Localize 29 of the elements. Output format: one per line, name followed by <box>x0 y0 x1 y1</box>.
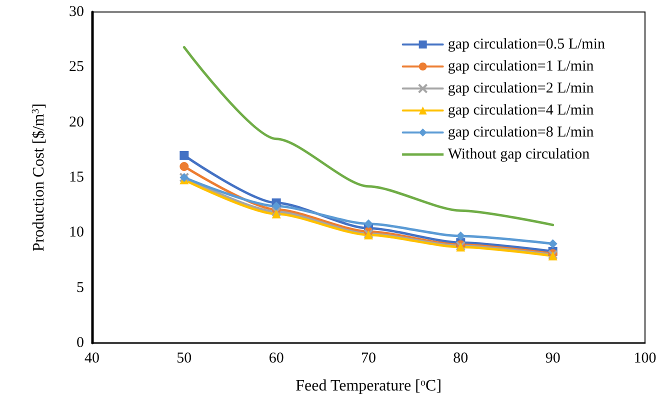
legend-label: gap circulation=4 L/min <box>448 102 594 118</box>
point <box>548 239 558 248</box>
y-tick-label: 30 <box>69 4 84 20</box>
legend-label: Without gap circulation <box>448 146 590 162</box>
legend-label: gap circulation=1 L/min <box>448 58 594 74</box>
x-tick-label: 70 <box>361 350 376 366</box>
y-tick-label: 15 <box>69 170 84 186</box>
legend-label: gap circulation=8 L/min <box>448 124 594 140</box>
x-tick-label: 80 <box>453 350 468 366</box>
point <box>456 231 466 240</box>
x-tick-label: 100 <box>634 350 656 366</box>
y-tick-label: 5 <box>76 280 84 296</box>
y-axis-title: Production Cost [$/m3] <box>30 103 48 252</box>
x-tick-label: 40 <box>84 350 100 366</box>
point <box>364 219 373 228</box>
x-tick-label: 90 <box>545 350 560 366</box>
x-tick-label: 60 <box>268 350 284 366</box>
point <box>271 206 282 217</box>
y-tick-label: 0 <box>76 335 84 351</box>
legend-label: gap circulation=2 L/min <box>448 80 594 96</box>
legend-label: gap circulation=0.5 L/min <box>448 36 606 52</box>
point <box>272 209 281 218</box>
x-tick-label: 50 <box>176 350 192 366</box>
point <box>180 150 189 160</box>
y-tick-label: 10 <box>69 224 84 241</box>
point <box>272 202 281 211</box>
y-tick-label: 25 <box>69 59 84 76</box>
y-tick-label: 20 <box>69 114 84 130</box>
point <box>180 162 189 171</box>
